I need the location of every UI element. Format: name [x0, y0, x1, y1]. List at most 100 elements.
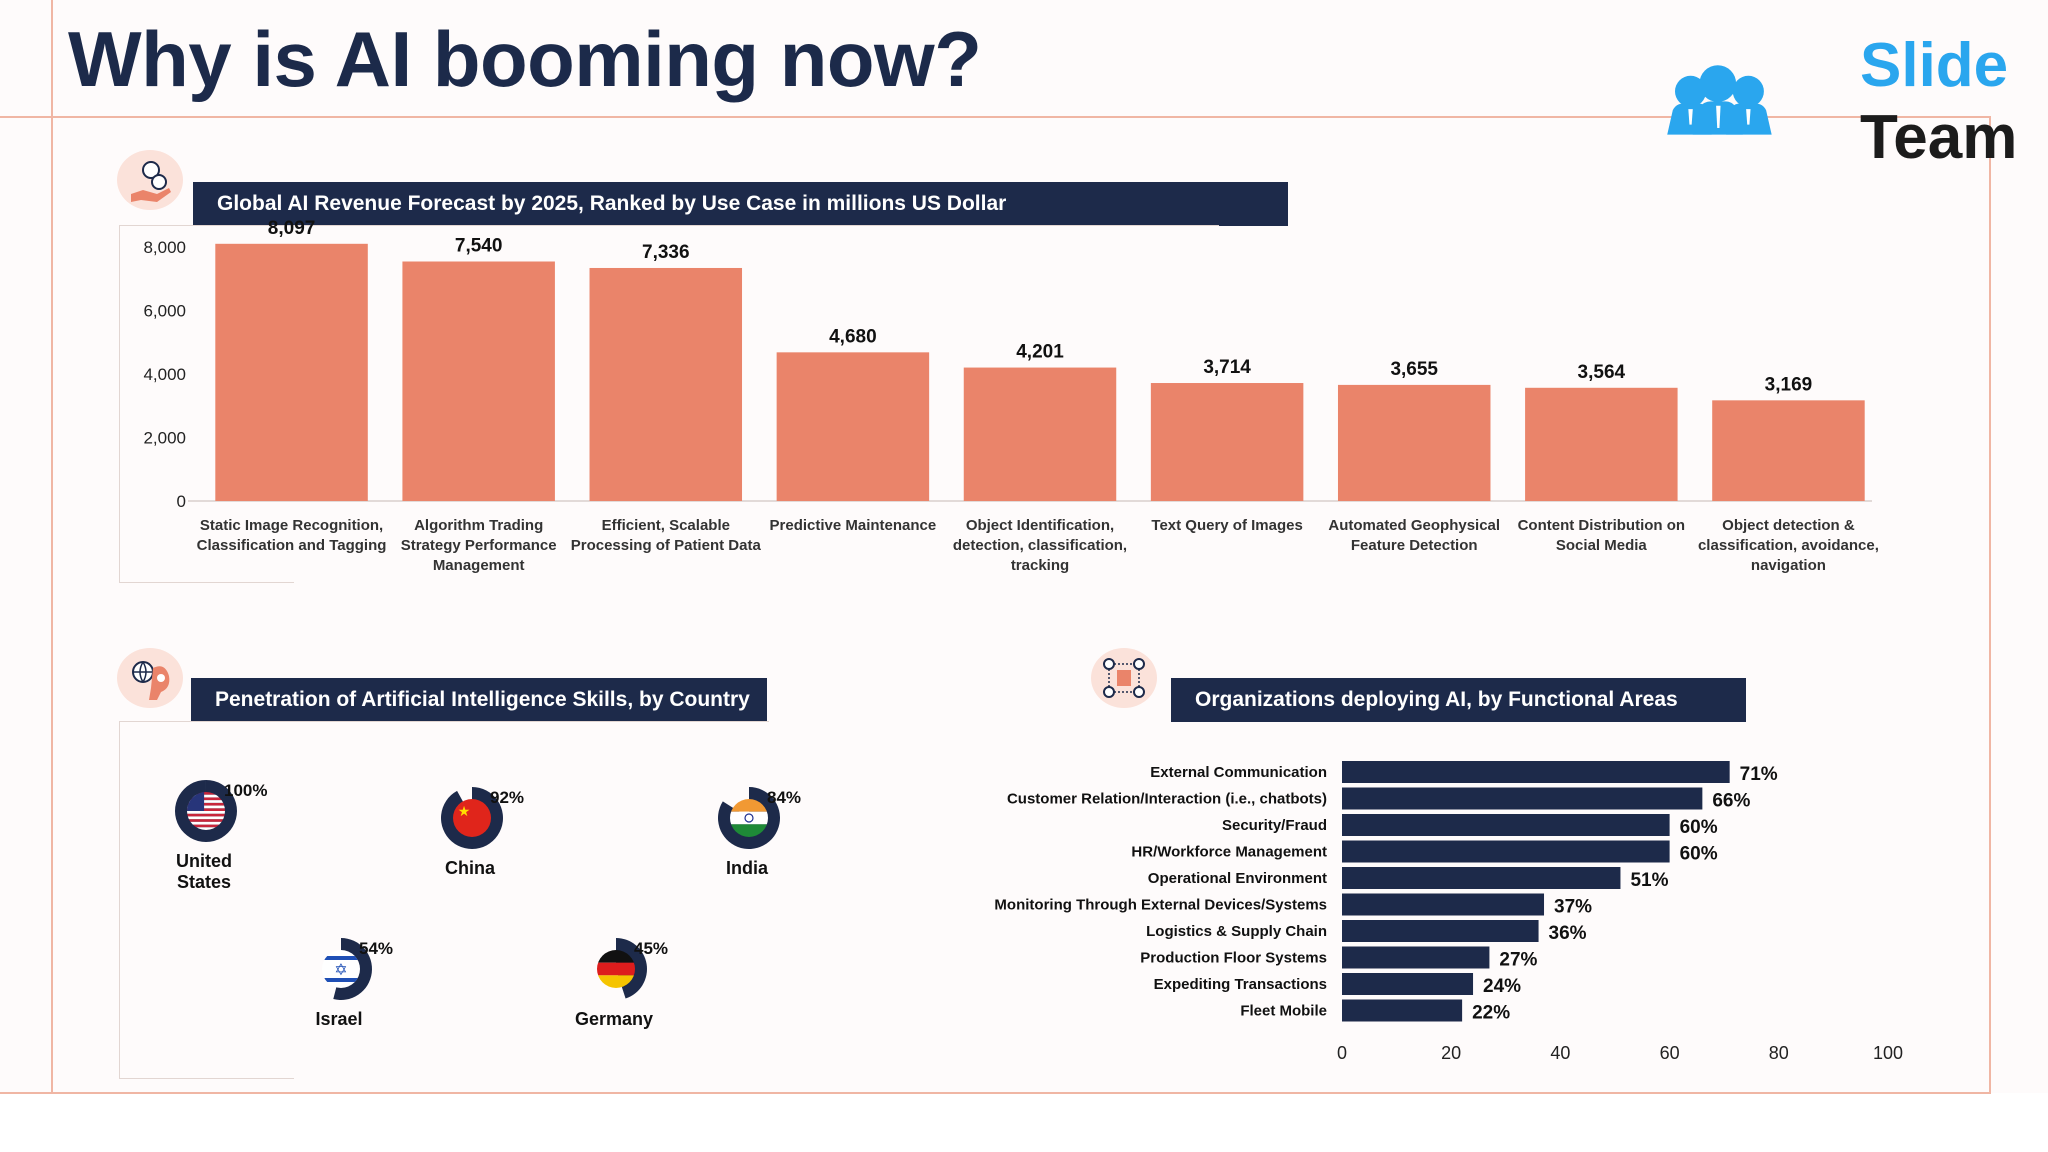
bar — [776, 352, 930, 501]
organizations-chart-heading: Organizations deploying AI, by Functiona… — [1171, 678, 1746, 722]
x-tick-label: 40 — [1550, 1043, 1570, 1063]
bar — [1342, 973, 1474, 995]
flag-band — [322, 978, 360, 982]
israel-flag-icon: ✡ — [322, 950, 360, 988]
category-label: Text Query of Images — [1151, 517, 1302, 534]
country-label: India — [726, 858, 769, 878]
country-label: China — [445, 858, 496, 878]
bar — [1342, 999, 1463, 1022]
category-label: Production Floor Systems — [1140, 950, 1327, 967]
bar — [1525, 387, 1678, 501]
country-gauge: 84% India — [717, 787, 801, 878]
category-label: Strategy Performance — [401, 537, 557, 554]
bar — [1150, 383, 1304, 501]
bar-value-label: 36% — [1549, 923, 1587, 944]
country-gauge: ✡ 54% Israel — [315, 938, 393, 1029]
gauge-value-label: 84% — [767, 788, 801, 807]
flag-stripe — [187, 792, 225, 795]
skills-chart-heading: Penetration of Artificial Intelligence S… — [191, 678, 767, 722]
country-label: Israel — [315, 1009, 362, 1029]
category-label: Logistics & Supply Chain — [1146, 923, 1327, 940]
y-tick-label: 6,000 — [143, 301, 186, 320]
gauge-value-label: 45% — [634, 939, 668, 958]
footer-divider — [0, 1092, 1990, 1094]
bar — [402, 261, 555, 501]
category-label: Processing of Patient Data — [571, 537, 762, 554]
india-flag-icon — [730, 799, 768, 837]
bar-value-label: 51% — [1630, 870, 1668, 891]
logo-wordmark-team: Team — [1860, 103, 2018, 172]
header-divider — [0, 116, 1990, 118]
bar — [1712, 400, 1865, 501]
flag-stripe — [187, 808, 225, 811]
x-tick-label: 20 — [1441, 1043, 1461, 1063]
category-label: Social Media — [1556, 537, 1648, 554]
bar-value-label: 3,169 — [1765, 374, 1813, 395]
x-tick-label: 60 — [1660, 1043, 1680, 1063]
category-label: Monitoring Through External Devices/Syst… — [994, 897, 1327, 914]
category-label: detection, classification, — [953, 537, 1127, 554]
flag-stripe — [187, 824, 225, 828]
bar — [589, 267, 743, 501]
bar-value-label: 60% — [1680, 817, 1718, 838]
flag-stripe — [187, 802, 225, 806]
bar — [1342, 814, 1670, 836]
flag-band — [730, 811, 768, 825]
bar — [963, 367, 1117, 501]
us-flag-icon — [187, 792, 225, 830]
bar — [1342, 920, 1539, 942]
bar — [1342, 787, 1703, 810]
right-accent-line — [1989, 116, 1991, 1094]
bar-value-label: 66% — [1712, 791, 1750, 812]
country-label: Germany — [575, 1009, 653, 1029]
slide-bottom-margin — [0, 1093, 2048, 1152]
left-accent-line — [51, 0, 53, 1094]
flag-stripe — [187, 819, 225, 822]
country-label: United — [176, 851, 232, 871]
x-tick-label: 80 — [1769, 1043, 1789, 1063]
x-tick-label: 0 — [1337, 1043, 1347, 1063]
bar — [1342, 867, 1621, 889]
y-tick-label: 2,000 — [143, 428, 186, 447]
brain-globe-icon — [117, 648, 183, 708]
category-label: Automated Geophysical — [1328, 517, 1500, 534]
bar-value-label: 60% — [1680, 844, 1718, 865]
revenue-panel-top-border — [119, 225, 1219, 226]
bar-value-label: 24% — [1483, 976, 1521, 997]
y-tick-label: 4,000 — [143, 365, 186, 384]
country-gauge: 45% Germany — [575, 938, 668, 1029]
category-label: Classification and Tagging — [197, 537, 387, 554]
category-label: Static Image Recognition, — [200, 517, 383, 534]
bar-value-label: 71% — [1740, 764, 1778, 785]
flag-stripe — [187, 794, 225, 798]
bar — [1342, 840, 1670, 863]
category-label: Fleet Mobile — [1240, 1003, 1327, 1020]
country-gauge: ★ 92% China — [440, 787, 524, 878]
category-label: External Communication — [1150, 764, 1327, 781]
category-label: Predictive Maintenance — [770, 517, 937, 534]
bar-value-label: 22% — [1472, 1003, 1510, 1024]
bar — [1342, 946, 1490, 969]
category-label: Content Distribution on — [1518, 517, 1685, 534]
flag-band — [597, 950, 635, 963]
flag-stripe — [187, 805, 225, 809]
bar — [1337, 384, 1491, 501]
category-label: Operational Environment — [1148, 870, 1327, 887]
flag-stripe — [187, 800, 225, 803]
network-people-icon — [1091, 648, 1157, 708]
china-flag-icon: ★ — [453, 799, 491, 837]
country-label: States — [177, 872, 231, 892]
category-label: HR/Workforce Management — [1131, 844, 1327, 861]
bar-value-label: 7,336 — [642, 242, 690, 263]
gauge-value-label: 100% — [224, 781, 267, 800]
category-label: tracking — [1011, 557, 1069, 574]
revenue-panel-frame — [119, 225, 294, 583]
bar-value-label: 4,201 — [1016, 342, 1064, 363]
category-label: Expediting Transactions — [1154, 976, 1327, 993]
revenue-chart-heading: Global AI Revenue Forecast by 2025, Rank… — [193, 182, 1288, 226]
flag-wheel — [744, 813, 754, 823]
category-label: Efficient, Scalable — [602, 517, 730, 534]
